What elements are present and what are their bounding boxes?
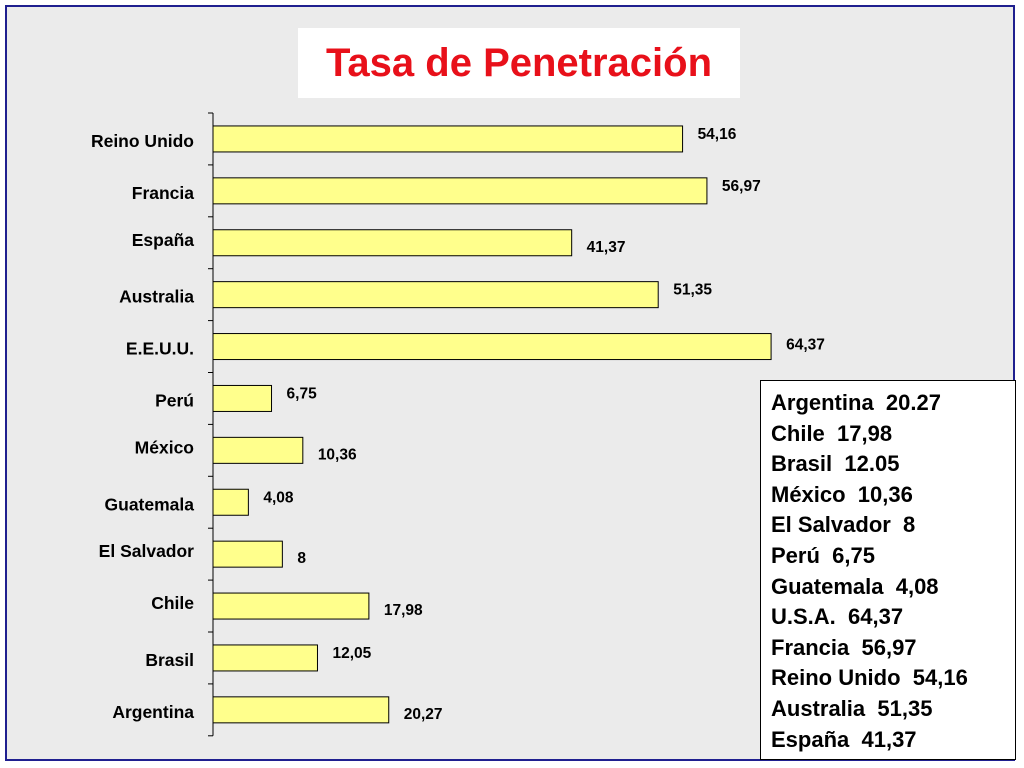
bar-guatemala [212, 488, 249, 516]
category-label: Guatemala [105, 494, 195, 514]
legend-line: Guatemala 4,08 [771, 573, 939, 599]
category-label: E.E.U.U. [126, 339, 194, 359]
category-label: México [135, 437, 194, 457]
bar-espa-a [212, 229, 573, 257]
legend-line: España 41,37 [771, 726, 917, 752]
value-label: 8 [297, 550, 306, 567]
bar-francia [212, 177, 708, 205]
value-label: 12,05 [332, 645, 371, 662]
bar-argentina [212, 696, 390, 724]
bar-e-e-u-u- [212, 333, 772, 361]
value-label: 41,37 [587, 239, 626, 256]
legend-line: Chile 17,98 [771, 420, 893, 446]
value-label: 20,27 [404, 706, 443, 723]
category-label: El Salvador [99, 541, 195, 561]
category-label: España [132, 230, 195, 250]
value-label: 17,98 [384, 602, 423, 619]
value-label: 64,37 [786, 337, 825, 354]
bar-m-xico [212, 436, 304, 464]
category-label: Francia [132, 183, 195, 203]
legend-line: Australia 51,35 [771, 695, 933, 721]
category-label: Perú [155, 390, 194, 410]
legend-line: México 10,36 [771, 481, 913, 507]
value-label: 4,08 [263, 489, 294, 506]
category-label: Australia [119, 287, 194, 307]
value-label: 51,35 [673, 282, 712, 299]
category-label: Brasil [145, 650, 194, 670]
category-label: Chile [151, 593, 194, 613]
bar-chile [212, 592, 370, 620]
legend-line: Francia 56,97 [771, 634, 917, 660]
value-label: 54,16 [698, 126, 737, 143]
legend-line: El Salvador 8 [771, 512, 916, 538]
legend-line: Perú 6,75 [771, 542, 875, 568]
value-label: 10,36 [318, 446, 357, 463]
category-label: Argentina [112, 702, 194, 722]
values-legend-box: Argentina 20.27 Chile 17,98 Brasil 12.05 Mé… [760, 380, 1016, 760]
legend-line: U.S.A. 64,37 [771, 604, 904, 630]
bar-australia [212, 281, 659, 309]
value-label: 56,97 [722, 178, 761, 195]
bar-brasil [212, 644, 318, 672]
chart-title: Tasa de Penetración [325, 40, 713, 85]
bar-reino-unido [212, 125, 684, 153]
legend-line: Argentina 20.27 [771, 390, 941, 415]
title-box: Tasa de Penetración [298, 28, 740, 98]
value-label: 6,75 [287, 385, 318, 402]
bar-per- [212, 384, 273, 412]
legend-line: Brasil 12.05 [771, 451, 900, 477]
bar-el-salvador [212, 540, 283, 568]
category-label: Reino Unido [91, 131, 194, 151]
legend-line: Reino Unido 54,16 [771, 665, 968, 691]
